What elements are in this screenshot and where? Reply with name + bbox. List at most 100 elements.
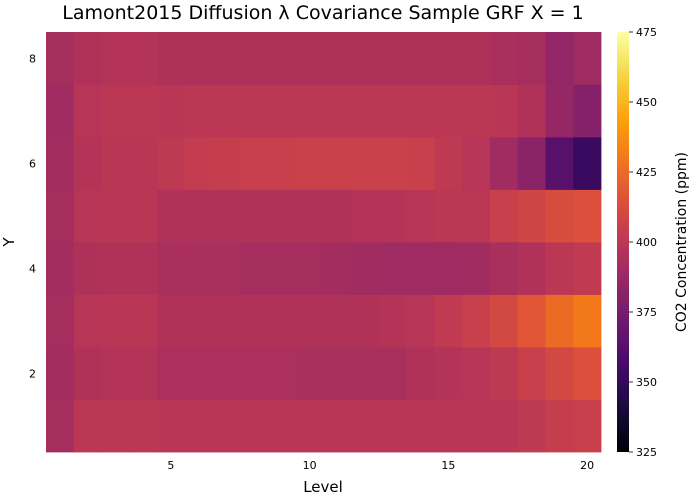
heatmap-cell (323, 84, 352, 138)
heatmap-cell (490, 242, 519, 295)
y-tick-label: 2 (29, 367, 36, 380)
heatmap-cell (268, 84, 297, 138)
heatmap-cell (462, 137, 491, 190)
y-tick-label: 4 (29, 262, 36, 275)
heatmap-cell (73, 137, 102, 190)
heatmap-cell (573, 294, 602, 348)
heatmap-cell (545, 347, 574, 400)
heatmap-cell (517, 242, 546, 295)
heatmap-cell (240, 399, 269, 453)
heatmap-cell (351, 399, 380, 453)
heatmap-cell (434, 399, 463, 453)
colorbar-tick-label: 400 (636, 236, 657, 249)
heatmap-cell (545, 399, 574, 453)
heatmap-cell (295, 84, 324, 138)
heatmap-cell (268, 347, 297, 400)
heatmap-cell (46, 137, 75, 190)
heatmap-cell (323, 242, 352, 295)
heatmap-cell (184, 399, 213, 453)
heatmap-cell (545, 84, 574, 138)
colorbar (617, 32, 629, 452)
heatmap-cell (240, 137, 269, 190)
heatmap-cell (46, 32, 75, 85)
heatmap-cell (406, 294, 435, 348)
heatmap-cell (434, 294, 463, 348)
heatmap-cell (406, 347, 435, 400)
heatmap-cell (434, 189, 463, 243)
colorbar-ticks: 325 350 375 400 425 450 475 (629, 26, 657, 459)
heatmap-cell (295, 137, 324, 190)
heatmap-cell (295, 242, 324, 295)
heatmap-cell (406, 137, 435, 190)
heatmap-cell (406, 399, 435, 453)
colorbar-tick-label: 475 (636, 26, 657, 39)
heatmap-cell (212, 242, 241, 295)
heatmap-cell (351, 347, 380, 400)
heatmap-cell (240, 84, 269, 138)
heatmap-cell (268, 32, 297, 85)
heatmap-cell (73, 84, 102, 138)
heatmap-cell (462, 399, 491, 453)
heatmap-cell (462, 242, 491, 295)
heatmap-cell (240, 242, 269, 295)
heatmap-cell (295, 189, 324, 243)
colorbar-label: CO2 Concentration (ppm) (674, 152, 690, 332)
heatmap-cell (517, 347, 546, 400)
heatmap-cell (351, 189, 380, 243)
heatmap-cell (101, 347, 130, 400)
colorbar-tick-label: 375 (636, 306, 657, 319)
heatmap-cell (129, 189, 158, 243)
heatmap-cell (462, 347, 491, 400)
heatmap-cell (101, 399, 130, 453)
heatmap-cell (545, 242, 574, 295)
heatmap-cell (184, 347, 213, 400)
heatmap-cell (73, 242, 102, 295)
heatmap-cell (268, 189, 297, 243)
heatmap-cell (157, 242, 186, 295)
heatmap-cell (434, 84, 463, 138)
heatmap-cell (490, 137, 519, 190)
heatmap-cell (184, 242, 213, 295)
heatmap-cell (73, 189, 102, 243)
heatmap-cell (573, 32, 602, 85)
heatmap-cell (545, 32, 574, 85)
heatmap-cell (295, 294, 324, 348)
heatmap-cell (184, 84, 213, 138)
x-tick-label: 10 (303, 459, 317, 472)
heatmap-cell (129, 294, 158, 348)
heatmap-cell (573, 84, 602, 138)
heatmap-cell (184, 189, 213, 243)
heatmap-cell (379, 32, 408, 85)
heatmap-cell (517, 189, 546, 243)
heatmap-cell (462, 84, 491, 138)
heatmap-cell (101, 242, 130, 295)
heatmap-cell (351, 242, 380, 295)
heatmap-cell (462, 32, 491, 85)
heatmap-cell (406, 242, 435, 295)
heatmap-cell (323, 32, 352, 85)
heatmap-cell (517, 84, 546, 138)
heatmap-cell (157, 137, 186, 190)
heatmap-cell (184, 137, 213, 190)
heatmap-cell (573, 242, 602, 295)
heatmap-cell (46, 347, 75, 400)
heatmap-cell (212, 189, 241, 243)
heatmap-cell (212, 84, 241, 138)
heatmap-cell (295, 347, 324, 400)
heatmap-cell (351, 294, 380, 348)
heatmap-cell (129, 347, 158, 400)
heatmap-cell (517, 399, 546, 453)
heatmap-cell (129, 32, 158, 85)
colorbar-tick-label: 425 (636, 166, 657, 179)
heatmap-cell (379, 242, 408, 295)
heatmap-cell (73, 347, 102, 400)
heatmap-cell (268, 242, 297, 295)
heatmap-cell (212, 347, 241, 400)
heatmap-cell (462, 189, 491, 243)
heatmap-cell (573, 399, 602, 453)
heatmap-cell (323, 189, 352, 243)
heatmap-cell (268, 137, 297, 190)
heatmap-cell (46, 399, 75, 453)
heatmap-cell (157, 399, 186, 453)
heatmap-cell (490, 347, 519, 400)
